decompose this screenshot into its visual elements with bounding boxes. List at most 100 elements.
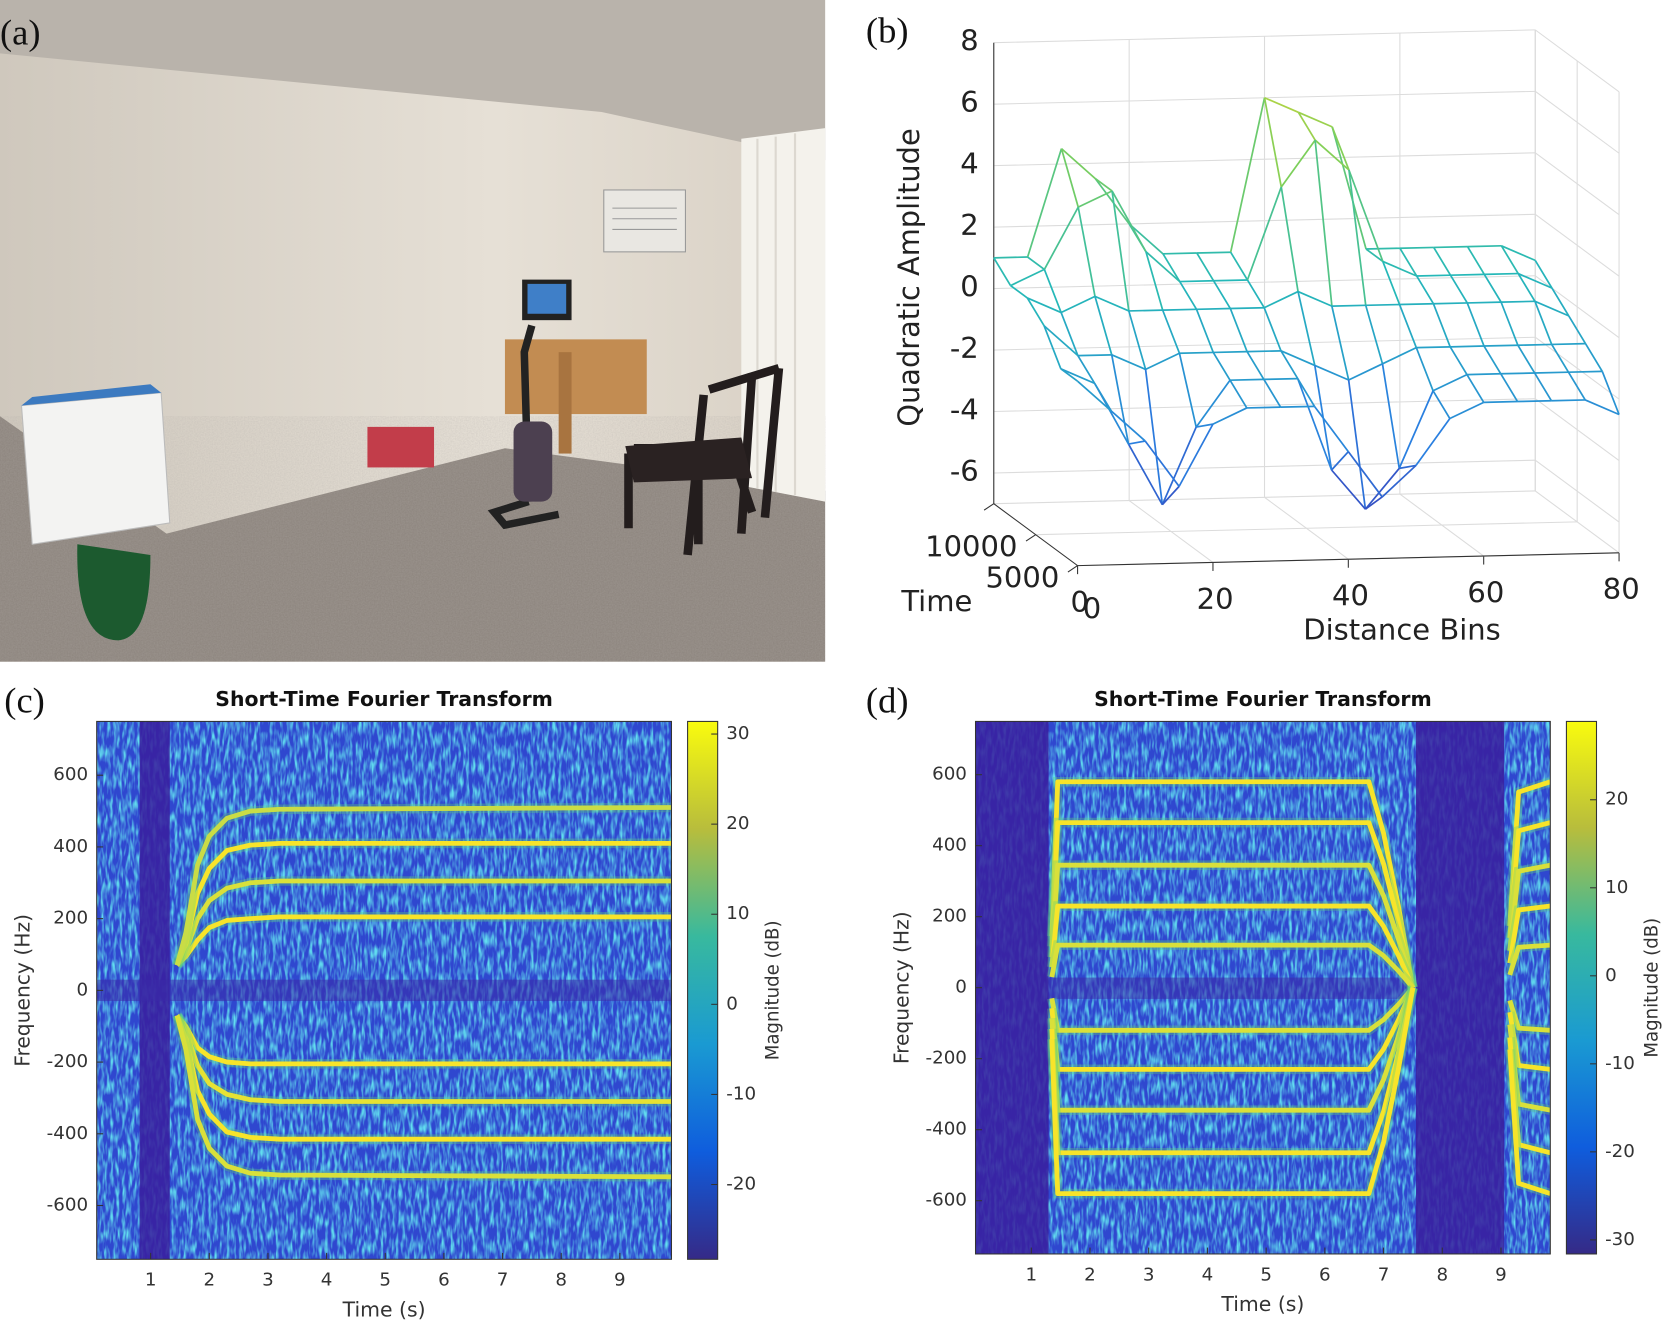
mesh-edge [1026,297,1062,314]
y-tick-label: 10000 [925,530,1017,564]
y-tick-label: 0 [76,979,88,1000]
x-tick-label: 1 [145,1270,157,1291]
mesh-edge [1196,307,1231,311]
y-tick-label: 0 [1083,592,1101,626]
tick-mark [983,503,995,511]
colorbar-tick-label: 0 [726,993,738,1014]
y-tick-label: 200 [932,906,967,927]
mesh-edge [1500,373,1519,402]
y-tick-label: -200 [926,1048,967,1069]
mesh-edge [1449,401,1485,420]
axis-line [1077,552,1620,567]
mesh-edge [1110,354,1130,445]
mesh-edge [1467,301,1502,304]
mesh-edge [1060,148,1096,180]
mesh-edge [1331,126,1367,250]
mesh-edge [1060,312,1079,356]
mesh-edge [1144,369,1164,505]
mesh-edge [1432,303,1451,348]
mesh-edge [1077,206,1096,297]
mesh-edge [1364,496,1383,510]
mesh-edge [1432,390,1451,419]
x-tick-label: 4 [321,1270,333,1291]
mesh-edge [1094,177,1113,192]
mesh-edge [1060,368,1096,385]
x-tick-label: 7 [1378,1264,1390,1285]
mesh-edge [1382,346,1417,365]
mesh-edge [1213,350,1248,354]
mesh-edge [1297,111,1316,141]
mesh-edge [1416,274,1451,277]
mesh-edge [1517,344,1536,374]
mesh-edge [1263,307,1282,352]
mesh-edge [1178,353,1198,428]
mesh-edge [1331,304,1366,307]
mesh-edge [1415,418,1451,466]
mesh-edge [1196,252,1215,282]
z-tick-label: 8 [960,24,978,58]
mesh-edge [1178,423,1214,487]
mesh-edge [1314,139,1333,307]
mesh-edge [1247,349,1281,353]
mesh-edge [1466,372,1501,376]
colorbar [687,720,719,1260]
mesh-edge [1026,148,1063,258]
mesh-edge [1229,251,1249,281]
colorbar-tick-label: -20 [1605,1141,1635,1162]
mesh-edge [1162,252,1197,255]
mesh-edge [1179,281,1198,310]
harmonic-line [1049,986,1551,1033]
mesh-edge [1398,390,1434,469]
mesh-edge [1601,371,1620,415]
mesh-edge [1500,372,1535,375]
y-axis-label: Frequency (Hz) [11,914,35,1067]
x-tick-label: 5 [379,1270,391,1291]
mesh-edge [1382,261,1401,305]
mesh-edge [993,256,1028,259]
colorbar-tick-label: 30 [726,723,749,744]
mesh-edge [1517,399,1552,403]
mesh-edge [1296,378,1316,407]
room-photo [0,0,826,662]
mesh-edge [1415,275,1435,305]
y-tick-label: 600 [932,764,967,785]
mesh-edge [1212,352,1231,381]
mesh-edge [1128,309,1163,312]
mesh-edge [1280,139,1316,188]
y-tick-label: -200 [47,1051,88,1072]
mesh-edge [1330,451,1349,471]
mesh-edge [1517,272,1553,289]
mesh-edge [1128,310,1147,370]
mesh-edge [1517,343,1552,347]
mesh-edge [1399,302,1434,306]
mesh-edge [1483,345,1502,375]
y-tick-label: -400 [926,1119,967,1140]
y-tick-label: -600 [926,1190,967,1211]
mesh-edge [1296,378,1333,471]
mesh-edge [1196,423,1214,428]
mesh-edge [1433,302,1468,305]
mesh-edge [1467,244,1502,248]
y-tick-label: 5000 [985,561,1059,595]
mesh-edge [1466,302,1485,347]
x-axis-label: Time (s) [1220,1292,1304,1316]
mesh-edge [1010,268,1045,287]
mesh-edge [1110,410,1146,442]
mesh-edge [1348,363,1383,381]
mesh-edge [1500,245,1519,275]
tick-mark [1025,534,1036,542]
mesh-edge [1483,400,1518,404]
mesh-edge [1381,464,1417,498]
mesh-edge [1313,405,1350,453]
mesh-edge [1364,305,1384,365]
harmonic-line [1049,942,1551,990]
mesh-edge [1229,379,1248,409]
mesh-edge [1433,245,1468,249]
colorbar-label: Magnitude (dB) [763,920,784,1060]
x-tick-label: 60 [1467,575,1504,609]
x-tick-label: 8 [555,1270,567,1291]
mesh-edge [1162,308,1197,311]
mesh-edge [1584,399,1620,416]
mesh-edge [1179,279,1214,283]
mesh-edge [1128,223,1164,255]
